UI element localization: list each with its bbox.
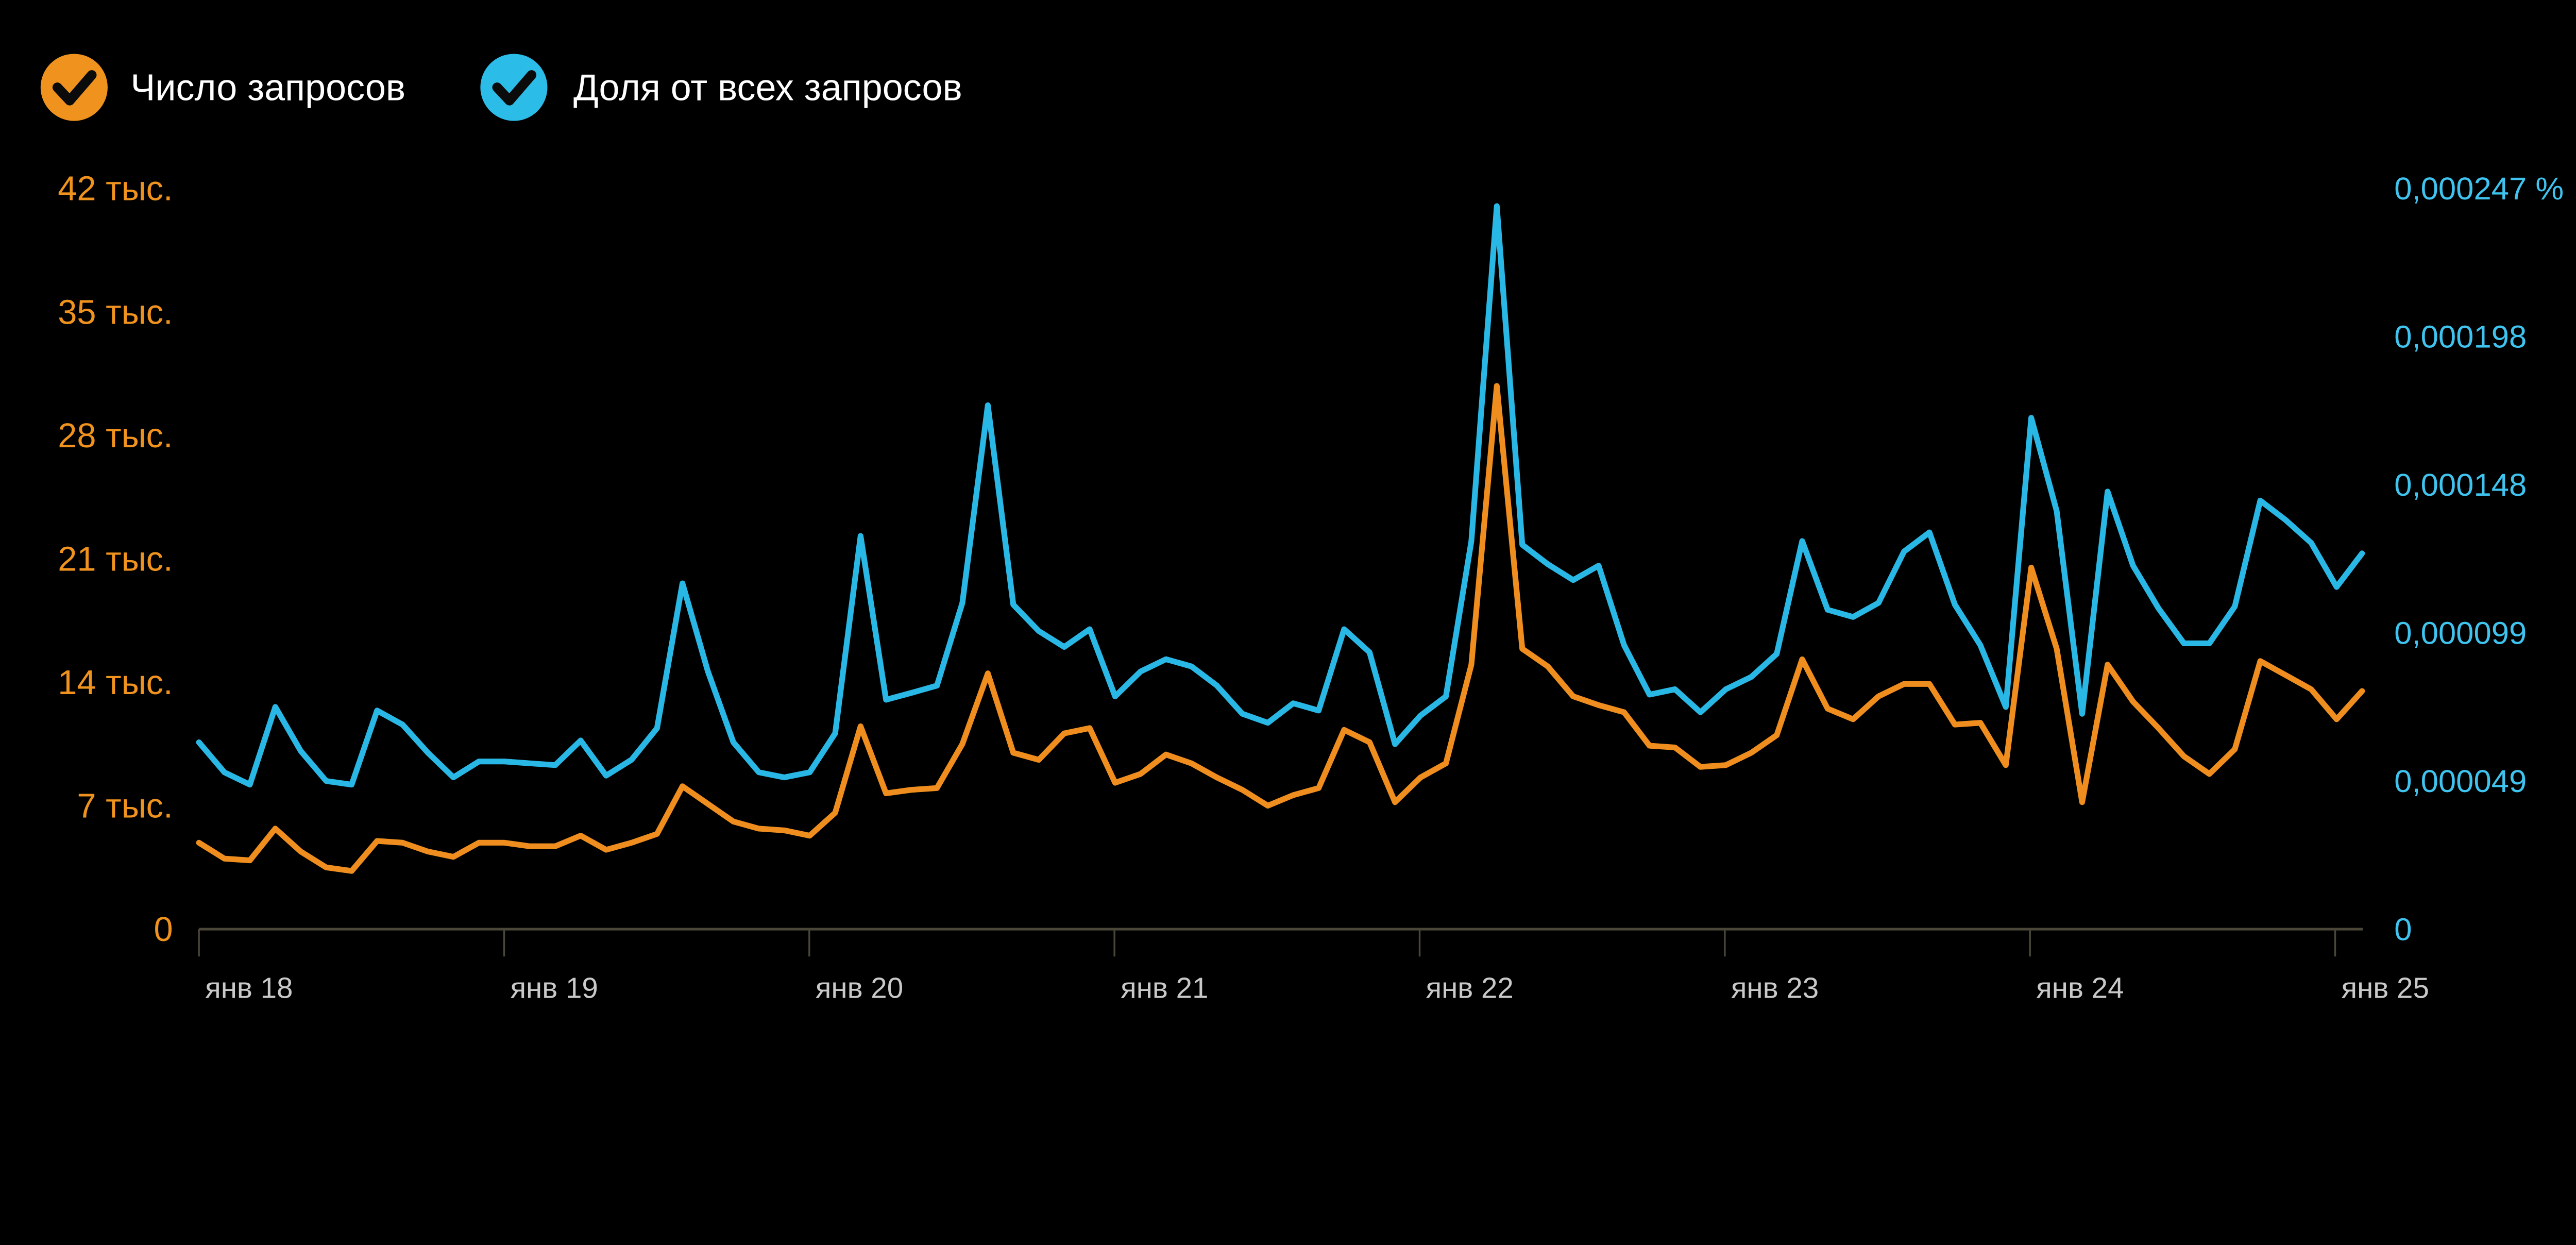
y-axis-right-label: 0,000148: [2394, 467, 2527, 503]
x-axis-label: янв 23: [1731, 972, 1819, 1004]
series-lines: [196, 203, 2365, 874]
x-axis-label: янв 21: [1121, 972, 1208, 1004]
y-axis-right-label: 0,000049: [2394, 764, 2527, 799]
chart-background: [0, 0, 2576, 1066]
checkmark-icon: [492, 70, 537, 106]
x-axis: янв 18 янв 19 янв 20 янв 21 янв 22 янв 23 янв …: [198, 928, 2429, 1004]
y-axis-left-label: 0: [154, 911, 173, 949]
legend-item-share[interactable]: Доля от всех запросов: [480, 54, 962, 121]
y-axis-left-label: 21 тыс.: [58, 540, 173, 578]
y-axis-right-label: 0,000247 %: [2394, 171, 2564, 207]
y-axis-left-label: 14 тыс.: [58, 664, 173, 702]
x-axis-label: янв 19: [510, 972, 598, 1004]
checkmark-icon: [52, 70, 97, 106]
x-axis-label: янв 24: [2036, 972, 2124, 1004]
x-axis-label: янв 20: [816, 972, 903, 1004]
x-axis-label: янв 25: [2342, 972, 2429, 1004]
share-line: [196, 203, 2365, 788]
y-axis-right-label: 0: [2394, 912, 2412, 947]
legend: Число запросов Доля от всех запросов: [40, 54, 962, 121]
legend-item-queries[interactable]: Число запросов: [40, 54, 405, 121]
x-axis-label: янв 18: [205, 972, 293, 1004]
y-axis-right-label: 0,000099: [2394, 615, 2527, 651]
y-axis-left-labels: 42 тыс. 35 тыс. 28 тыс. 21 тыс. 14 тыс. 7 тыс…: [58, 170, 173, 949]
wordstat-chart: Число запросов Доля от всех запросов 42 …: [0, 0, 2576, 1066]
y-axis-left-label: 28 тыс.: [58, 417, 173, 455]
share-checkbox-icon[interactable]: [480, 54, 548, 121]
queries-line: [196, 383, 2365, 874]
y-axis-left-label: 42 тыс.: [58, 170, 173, 208]
queries-checkbox-icon[interactable]: [40, 54, 108, 121]
y-axis-right-labels: 0,000247 % 0,000198 0,000148 0,000099 0,0000…: [2394, 171, 2564, 947]
x-axis-label: янв 22: [1426, 972, 1513, 1004]
y-axis-left-label: 35 тыс.: [58, 293, 173, 331]
legend-label-share: Доля от всех запросов: [573, 67, 962, 108]
y-axis-right-label: 0,000198: [2394, 319, 2527, 355]
legend-label-queries: Число запросов: [130, 67, 405, 108]
y-axis-left-label: 7 тыс.: [77, 787, 173, 826]
